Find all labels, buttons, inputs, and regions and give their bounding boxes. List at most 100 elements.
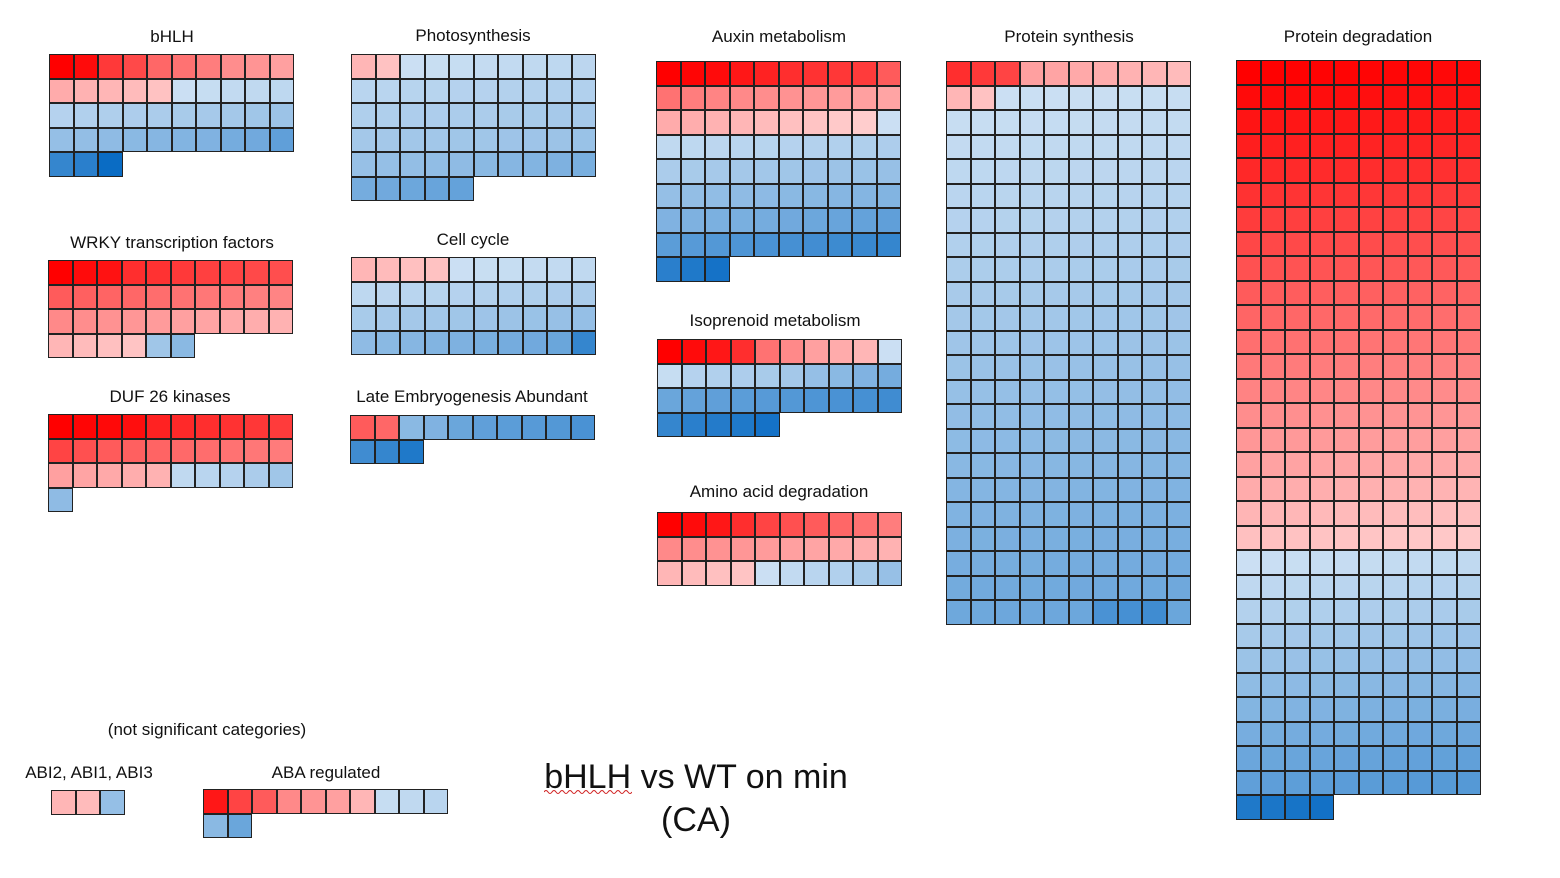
heatmap-cell bbox=[877, 339, 902, 364]
heatmap-cell bbox=[522, 281, 547, 306]
heatmap-cell bbox=[970, 428, 995, 453]
heatmap-cell bbox=[1358, 525, 1383, 550]
heatmap-cell bbox=[1358, 109, 1383, 134]
heatmap-cell bbox=[1285, 550, 1310, 575]
heatmap-cell bbox=[1142, 257, 1167, 282]
heatmap-cell bbox=[1358, 648, 1383, 673]
heatmap-cell bbox=[1358, 378, 1383, 403]
heatmap-cell bbox=[1260, 721, 1285, 746]
heatmap-cell bbox=[522, 78, 547, 103]
heatmap-cell bbox=[705, 110, 730, 135]
heatmap-cell bbox=[657, 339, 682, 364]
heatmap-cell bbox=[147, 78, 172, 103]
heatmap-cell bbox=[1432, 648, 1457, 673]
heatmap-cell bbox=[1432, 403, 1457, 428]
heatmap-cell bbox=[729, 110, 754, 135]
heatmap-cell bbox=[1383, 697, 1408, 722]
heatmap-cell bbox=[170, 438, 195, 463]
heatmap-cell bbox=[1019, 208, 1044, 233]
heatmap-cell bbox=[1142, 134, 1167, 159]
heatmap-cell bbox=[1260, 476, 1285, 501]
heatmap-cell bbox=[1383, 525, 1408, 550]
heatmap-cell bbox=[399, 439, 424, 464]
heatmap-cell bbox=[1117, 575, 1142, 600]
heatmap-cell bbox=[1260, 133, 1285, 158]
heatmap-cell bbox=[853, 536, 878, 561]
heatmap-cell bbox=[498, 306, 523, 331]
heatmap-cell bbox=[1260, 84, 1285, 109]
heatmap-cell bbox=[1285, 501, 1310, 526]
heatmap-cell bbox=[72, 333, 97, 358]
heatmap-cell bbox=[49, 103, 74, 128]
heatmap-cell bbox=[778, 61, 803, 86]
heatmap-cell bbox=[1019, 232, 1044, 257]
heatmap-cell bbox=[1019, 85, 1044, 110]
heatmap-cell bbox=[1044, 502, 1069, 527]
heatmap-cell bbox=[350, 439, 375, 464]
heatmap-cell bbox=[449, 152, 474, 177]
heatmap-cell bbox=[828, 339, 853, 364]
heatmap-cell bbox=[146, 260, 171, 285]
heatmap-cell bbox=[876, 232, 901, 257]
heatmap-cell bbox=[245, 103, 270, 128]
heatmap-cell bbox=[1383, 354, 1408, 379]
panel-title-auxin: Auxin metabolism bbox=[711, 27, 847, 46]
heatmap-cell bbox=[705, 208, 730, 233]
heatmap-cell bbox=[473, 54, 498, 79]
heatmap-cell bbox=[946, 526, 971, 551]
heatmap-cell bbox=[121, 414, 146, 439]
heatmap-cell bbox=[220, 78, 245, 103]
heatmap-cell bbox=[1044, 110, 1069, 135]
heatmap-cell bbox=[657, 561, 682, 586]
heatmap-cell bbox=[1407, 403, 1432, 428]
heatmap-cell bbox=[100, 790, 125, 815]
heatmap-cell bbox=[375, 78, 400, 103]
heatmap-cell bbox=[1166, 379, 1191, 404]
heatmap-cell bbox=[424, 257, 449, 282]
heatmap-cell bbox=[219, 284, 244, 309]
heatmap-cell bbox=[876, 85, 901, 110]
heatmap-cell bbox=[1358, 158, 1383, 183]
heatmap-cell bbox=[1334, 158, 1359, 183]
heatmap-cell bbox=[1285, 280, 1310, 305]
heatmap-cell bbox=[1236, 354, 1261, 379]
heatmap-cell bbox=[121, 438, 146, 463]
heatmap-cell bbox=[1117, 306, 1142, 331]
heatmap-cell bbox=[729, 183, 754, 208]
heatmap-cell bbox=[1142, 232, 1167, 257]
heatmap-cell bbox=[970, 257, 995, 282]
heatmap-cell bbox=[522, 330, 547, 355]
heatmap-cell bbox=[1044, 208, 1069, 233]
heatmap-cell bbox=[1334, 452, 1359, 477]
heatmap-cell bbox=[970, 85, 995, 110]
heatmap-cell bbox=[73, 103, 98, 128]
heatmap-cell bbox=[351, 281, 376, 306]
heatmap-cell bbox=[269, 54, 294, 79]
heatmap-cell bbox=[876, 61, 901, 86]
heatmap-cell bbox=[1456, 550, 1481, 575]
heatmap-cell bbox=[1142, 85, 1167, 110]
heatmap-cell bbox=[946, 232, 971, 257]
heatmap-cell bbox=[995, 355, 1020, 380]
heatmap-cell bbox=[970, 526, 995, 551]
heatmap-cell bbox=[1044, 551, 1069, 576]
heatmap-cell bbox=[1044, 159, 1069, 184]
heatmap-cell bbox=[730, 512, 755, 537]
heatmap-cell bbox=[1142, 110, 1167, 135]
heatmap-cell bbox=[1117, 551, 1142, 576]
heatmap-cell bbox=[170, 309, 195, 334]
heatmap-cell bbox=[1432, 109, 1457, 134]
heatmap-cell bbox=[1309, 721, 1334, 746]
heatmap-cell bbox=[547, 330, 572, 355]
heatmap-cell bbox=[1285, 60, 1310, 85]
heatmap-cell bbox=[970, 600, 995, 625]
heatmap-cell bbox=[571, 152, 596, 177]
heatmap-cell bbox=[1285, 329, 1310, 354]
heatmap-cell bbox=[1383, 672, 1408, 697]
heatmap-cell bbox=[1383, 231, 1408, 256]
heatmap-cell bbox=[424, 281, 449, 306]
heatmap-cell bbox=[473, 306, 498, 331]
heatmap-cell bbox=[1432, 574, 1457, 599]
heatmap-cell bbox=[1407, 550, 1432, 575]
heatmap-cell bbox=[1407, 378, 1432, 403]
